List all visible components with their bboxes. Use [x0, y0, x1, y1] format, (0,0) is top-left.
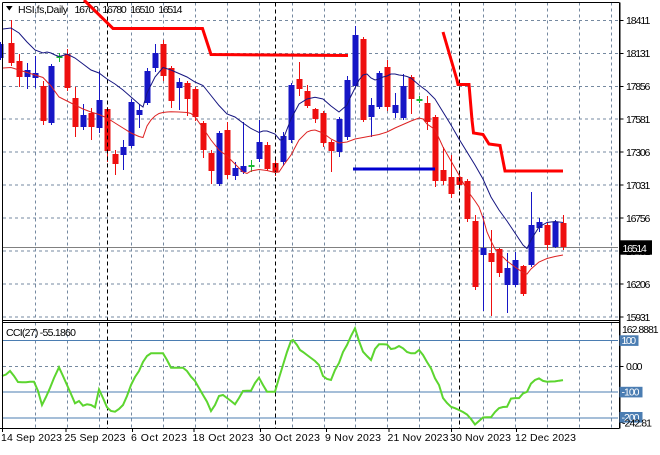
- svg-text:0.00: 0.00: [626, 361, 643, 373]
- svg-text:25 Sep 2023: 25 Sep 2023: [65, 432, 126, 444]
- svg-text:15931: 15931: [626, 312, 650, 324]
- svg-text:12 Dec 2023: 12 Dec 2023: [515, 432, 576, 444]
- svg-text:162.8881: 162.8881: [622, 324, 659, 336]
- svg-text:17306: 17306: [626, 147, 650, 159]
- svg-text:16514: 16514: [158, 4, 182, 16]
- svg-text:14 Sep 2023: 14 Sep 2023: [1, 432, 62, 444]
- svg-text:-242.81: -242.81: [622, 417, 652, 429]
- svg-text:17031: 17031: [626, 180, 650, 192]
- svg-text:18411: 18411: [626, 15, 650, 27]
- svg-text:-100: -100: [622, 387, 640, 399]
- svg-text:6 Oct 2023: 6 Oct 2023: [131, 432, 187, 444]
- svg-text:HSI,fs,Daily: HSI,fs,Daily: [18, 4, 69, 16]
- svg-text:16510: 16510: [130, 4, 154, 16]
- svg-text:16756: 16756: [626, 213, 650, 225]
- svg-text:17581: 17581: [626, 114, 650, 126]
- svg-text:16206: 16206: [626, 279, 650, 291]
- svg-text:CCI(27) -55.1860: CCI(27) -55.1860: [6, 327, 76, 339]
- svg-text:18131: 18131: [626, 48, 650, 60]
- svg-text:18 Oct 2023: 18 Oct 2023: [193, 432, 254, 444]
- svg-text:100: 100: [622, 335, 637, 347]
- svg-text:16780: 16780: [102, 4, 126, 16]
- svg-text:9 Nov 2023: 9 Nov 2023: [325, 432, 381, 444]
- svg-text:-200: -200: [622, 412, 640, 424]
- svg-text:30 Nov 2023: 30 Nov 2023: [450, 432, 511, 444]
- svg-text:17856: 17856: [626, 81, 650, 93]
- svg-text:30 Oct 2023: 30 Oct 2023: [259, 432, 320, 444]
- svg-text:21 Nov 2023: 21 Nov 2023: [388, 432, 449, 444]
- svg-text:16514: 16514: [623, 243, 647, 255]
